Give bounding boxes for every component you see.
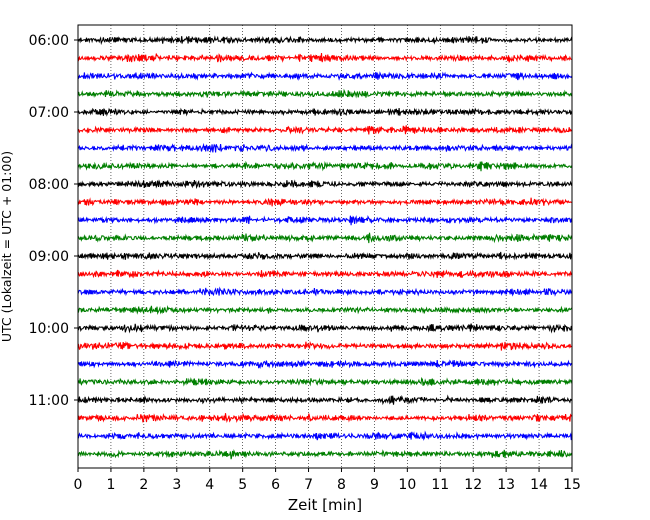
trace-1045 [77, 377, 573, 387]
x-tick-label: 13 [497, 477, 515, 493]
trace-0730 [77, 142, 573, 154]
grid-lines [110, 25, 540, 468]
trace-0830 [77, 215, 573, 226]
trace-1015 [77, 340, 573, 351]
x-tick-label: 8 [337, 477, 346, 493]
trace-0615 [77, 53, 573, 63]
x-tick-label: 12 [464, 477, 482, 493]
y-axis-label: UTC (Lokalzeit = UTC + 01:00) [0, 151, 14, 342]
trace-0700 [77, 107, 573, 117]
trace-1115 [77, 412, 573, 423]
trace-1145 [77, 448, 573, 460]
x-tick-label: 5 [238, 477, 247, 493]
trace-1030 [77, 359, 573, 369]
trace-0645 [77, 88, 573, 99]
x-tick-label: 2 [139, 477, 148, 493]
y-tick-label: 06:00 [29, 33, 69, 49]
y-tick-label: 11:00 [29, 393, 69, 409]
x-tick-label: 4 [205, 477, 214, 493]
x-tick-label: 3 [172, 477, 181, 493]
y-tick-label: 09:00 [29, 249, 69, 265]
y-tick-label: 08:00 [29, 177, 69, 193]
trace-0945 [77, 304, 573, 315]
x-tick-label: 9 [370, 477, 379, 493]
trace-1130 [77, 430, 573, 441]
trace-0815 [77, 197, 573, 207]
x-axis-label: Zeit [min] [288, 496, 362, 514]
x-tick-label: 0 [74, 477, 83, 493]
trace-1100 [77, 394, 573, 406]
x-tick-label: 11 [431, 477, 449, 493]
plot-frame [77, 24, 573, 469]
trace-0745 [77, 160, 573, 172]
x-tick-label: 15 [563, 477, 581, 493]
y-tick-label: 10:00 [29, 321, 69, 337]
x-tick-label: 6 [271, 477, 280, 493]
trace-0915 [77, 269, 573, 279]
y-axis: 06:00 07:00 08:00 09:00 10:00 11:00 [29, 33, 78, 409]
y-tick-label: 07:00 [29, 105, 69, 121]
x-tick-label: 7 [304, 477, 313, 493]
trace-0900 [77, 251, 573, 261]
x-tick-label: 1 [106, 477, 115, 493]
trace-0930 [77, 286, 573, 297]
x-tick-label: 14 [530, 477, 548, 493]
trace-1000 [77, 323, 573, 334]
trace-0600 [77, 35, 573, 46]
trace-0715 [77, 125, 573, 135]
trace-0630 [77, 71, 573, 81]
x-axis: 0 1 2 3 4 5 6 7 8 9 10 11 12 13 14 15 [74, 468, 581, 493]
trace-0845 [77, 232, 573, 244]
trace-group [77, 35, 573, 460]
trace-0800 [77, 179, 573, 190]
x-tick-label: 10 [398, 477, 416, 493]
